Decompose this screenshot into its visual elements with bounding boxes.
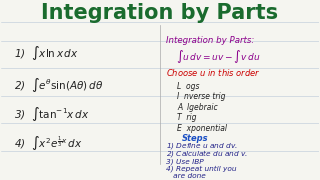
Text: 1) Define $u$ and $dv$.: 1) Define $u$ and $dv$. — [166, 141, 238, 151]
Text: 3) Use IBP: 3) Use IBP — [166, 158, 204, 165]
Text: Steps: Steps — [182, 134, 209, 143]
Text: 4) Repeat until you: 4) Repeat until you — [166, 166, 237, 172]
Text: are done: are done — [166, 173, 206, 179]
Text: 1)  $\int x\ln x\, dx$: 1) $\int x\ln x\, dx$ — [14, 44, 79, 62]
Text: Choose $u$ in this order: Choose $u$ in this order — [166, 67, 261, 78]
Text: I  nverse trig: I nverse trig — [178, 92, 226, 101]
Text: 2) Calculate $du$ and $v$.: 2) Calculate $du$ and $v$. — [166, 148, 249, 159]
Text: T  rig: T rig — [178, 113, 197, 122]
Text: E  xponential: E xponential — [178, 123, 228, 132]
Text: Integration by Parts:: Integration by Parts: — [166, 36, 255, 45]
Text: A  lgebraic: A lgebraic — [178, 103, 218, 112]
Text: L  ogs: L ogs — [178, 82, 200, 91]
Text: Integration by Parts: Integration by Parts — [41, 3, 279, 23]
Text: 2)  $\int e^{\theta}\sin(A\theta)\,d\theta$: 2) $\int e^{\theta}\sin(A\theta)\,d\thet… — [14, 76, 103, 94]
Text: 4)  $\int x^2 e^{\frac{1}{3}x}\, dx$: 4) $\int x^2 e^{\frac{1}{3}x}\, dx$ — [14, 134, 83, 153]
Text: $\int u\,dv = uv - \int v\,du$: $\int u\,dv = uv - \int v\,du$ — [176, 48, 260, 65]
Text: 3)  $\int \tan^{-1}\!x\, dx$: 3) $\int \tan^{-1}\!x\, dx$ — [14, 105, 90, 123]
